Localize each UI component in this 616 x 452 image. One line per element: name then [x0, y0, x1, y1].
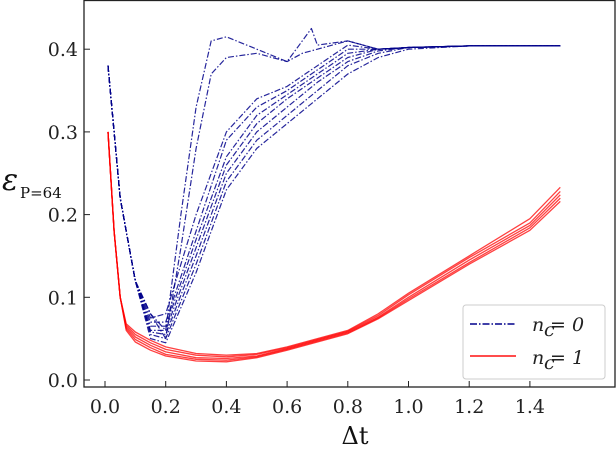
x-tick-label: 1.4	[515, 396, 545, 418]
y-axis-label-subscript: P=64	[20, 184, 62, 202]
y-axis-label-main: ε	[2, 163, 18, 198]
series-line	[107, 27, 561, 331]
y-tick-label: 0.3	[48, 122, 78, 144]
y-axis-label: ε P=64	[2, 163, 62, 202]
legend-label-var: n	[532, 314, 544, 336]
plot-frame	[83, 0, 616, 388]
series-line	[107, 45, 561, 336]
series-line	[107, 45, 561, 327]
x-tick-label: 0.0	[90, 396, 120, 418]
legend-label-rest: = 1	[550, 347, 584, 369]
legend-item-nc1: n c = 1	[470, 347, 584, 374]
y-axis-ticks: 0.0 0.1 0.2 0.3 0.4	[48, 39, 90, 392]
legend-label-var: n	[532, 347, 544, 369]
series-line	[107, 40, 561, 340]
series-line	[107, 44, 561, 319]
x-tick-label: 0.2	[151, 396, 181, 418]
series-line	[107, 131, 561, 363]
y-tick-label: 0.1	[48, 287, 78, 309]
x-tick-label: 0.8	[333, 396, 363, 418]
x-tick-label: 1.2	[454, 396, 484, 418]
x-tick-label: 1.0	[393, 396, 423, 418]
legend-label-sub: c	[544, 352, 555, 374]
series-line	[107, 45, 561, 331]
y-tick-label: 0.4	[48, 39, 78, 61]
x-tick-label: 0.4	[211, 396, 241, 418]
legend-label-rest: = 0	[550, 314, 584, 336]
x-axis-label: Δt	[342, 422, 369, 450]
x-axis-ticks: 0.0 0.2 0.4 0.6 0.8 1.0 1.2 1.4	[90, 381, 545, 418]
series-line	[107, 45, 561, 340]
plot-lines	[107, 27, 561, 363]
y-tick-label: 0.0	[48, 370, 78, 392]
legend-item-nc0: n c = 0	[470, 314, 584, 341]
series-line	[107, 45, 561, 344]
y-tick-label: 0.2	[48, 205, 78, 227]
x-tick-label: 0.6	[272, 396, 302, 418]
legend: n c = 0 n c = 1	[462, 304, 606, 380]
legend-label-sub: c	[544, 319, 555, 341]
